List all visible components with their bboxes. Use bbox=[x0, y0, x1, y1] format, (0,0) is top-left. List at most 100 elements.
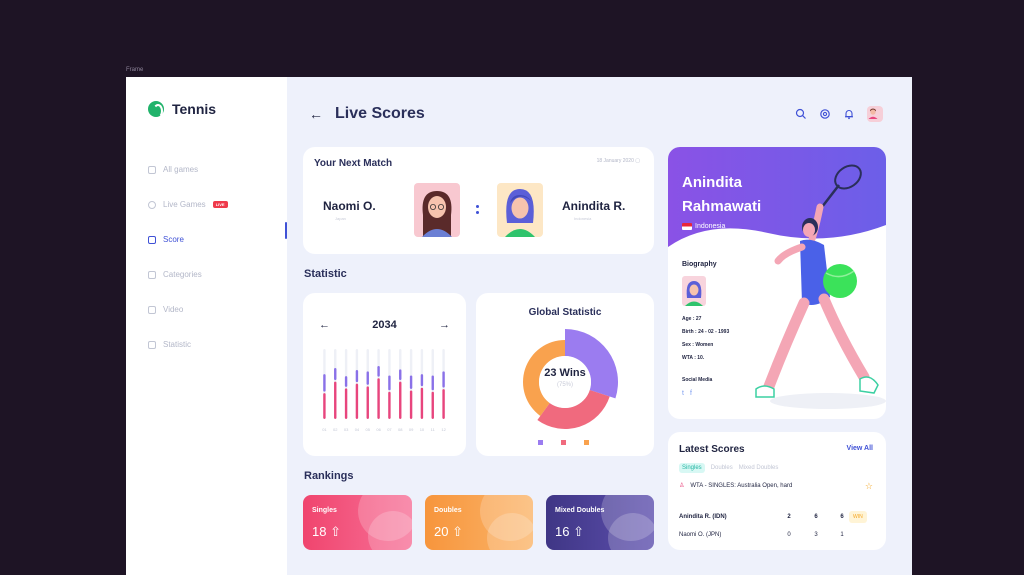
bar-07-series-0 bbox=[388, 391, 391, 419]
set-score: 1 bbox=[840, 532, 844, 538]
sidebar: Tennis All games Live Games LIVE Score C… bbox=[126, 77, 287, 575]
bar-02-series-0 bbox=[334, 381, 337, 419]
bar-09-series-1 bbox=[409, 375, 413, 389]
sidebar-item-label: All games bbox=[163, 165, 199, 174]
rankings-section-title: Rankings bbox=[304, 470, 354, 482]
latest-scores-card: Latest Scores View All Singles Doubles M… bbox=[668, 432, 886, 550]
indonesia-flag-icon bbox=[682, 223, 692, 230]
bar-02-series-1 bbox=[334, 368, 337, 381]
header: ← Live Scores bbox=[309, 105, 425, 123]
grid-icon bbox=[148, 165, 156, 174]
tab-singles[interactable]: Singles bbox=[679, 463, 705, 473]
profile-age: Age : 27 bbox=[682, 316, 702, 322]
app-name: Tennis bbox=[172, 101, 217, 117]
bar-03-series-0 bbox=[344, 388, 348, 419]
bar-tick-label: 01 bbox=[322, 427, 327, 432]
wins-count: 23 Wins bbox=[544, 367, 586, 379]
bell-icon[interactable] bbox=[843, 108, 855, 120]
ranking-label: Singles bbox=[312, 507, 337, 514]
sidebar-item-live-games[interactable]: Live Games LIVE bbox=[148, 187, 228, 222]
bar-08-series-1 bbox=[399, 369, 402, 381]
next-match-card: Your Next Match 18 January 2020 ▢ Naomi … bbox=[303, 147, 654, 254]
wins-percent: (75%) bbox=[556, 382, 573, 388]
bar-tick-label: 11 bbox=[431, 427, 436, 432]
player1[interactable]: Naomi O. Japan bbox=[323, 199, 376, 221]
user-avatar[interactable] bbox=[867, 106, 883, 122]
year-label: 2034 bbox=[372, 319, 397, 331]
donut-legend bbox=[538, 440, 589, 445]
bar-09-series-0 bbox=[409, 390, 413, 419]
ranking-value: 18 ⇧ bbox=[312, 524, 341, 539]
bar-05-series-0 bbox=[366, 386, 369, 419]
frame-label: Frame bbox=[126, 67, 144, 73]
facebook-icon[interactable]: f bbox=[689, 390, 692, 397]
search-icon[interactable] bbox=[795, 108, 807, 120]
ranking-value: 20 ⇧ bbox=[434, 524, 463, 539]
sidebar-item-video[interactable]: Video bbox=[148, 292, 228, 327]
tab-doubles[interactable]: Doubles bbox=[710, 465, 733, 471]
star-icon[interactable]: ☆ bbox=[864, 481, 873, 491]
yearly-stat-card: ← 2034 → 01 02 03 04 05 06 07 08 09 10 11 12 bbox=[303, 293, 466, 456]
set-score: 6 bbox=[840, 514, 844, 520]
profile-country: Indonesia bbox=[682, 223, 725, 230]
arrow-down-icon: ⇧ bbox=[573, 524, 584, 539]
bar-12-series-1 bbox=[442, 371, 445, 388]
bar-tick-label: 03 bbox=[344, 427, 349, 432]
sidebar-item-all-games[interactable]: All games bbox=[148, 152, 228, 187]
score-tabs: Singles Doubles Mixed Doubles bbox=[679, 463, 778, 473]
bar-10-series-1 bbox=[420, 374, 424, 387]
sidebar-item-statistic[interactable]: Statistic bbox=[148, 327, 228, 362]
bar-05-series-1 bbox=[366, 371, 369, 385]
arrow-up-icon: ⇧ bbox=[330, 524, 341, 539]
app-logo[interactable]: Tennis bbox=[148, 101, 217, 118]
player2-country: Indonesia bbox=[574, 216, 592, 221]
tennis-ball-icon bbox=[148, 101, 164, 118]
ranking-doubles-card[interactable]: Doubles 20 ⇧ bbox=[425, 495, 533, 550]
sidebar-item-label: Score bbox=[163, 235, 184, 244]
legend-swatch bbox=[584, 440, 589, 445]
chart-icon bbox=[148, 340, 156, 349]
set-score: 2 bbox=[787, 514, 791, 520]
ranking-mixed-doubles-card[interactable]: Mixed Doubles 16 ⇧ bbox=[546, 495, 654, 550]
categories-icon bbox=[148, 270, 156, 279]
profile-name: Anindita Rahmawati bbox=[682, 174, 762, 215]
set-score: 0 bbox=[787, 532, 791, 538]
player1-country: Japan bbox=[335, 216, 346, 221]
ranking-label: Mixed Doubles bbox=[555, 507, 605, 514]
ranking-singles-card[interactable]: Singles 18 ⇧ bbox=[303, 495, 412, 550]
bar-11-series-1 bbox=[431, 375, 434, 391]
sidebar-item-label: Statistic bbox=[163, 340, 192, 349]
view-all-link[interactable]: View All bbox=[846, 445, 873, 452]
sidebar-nav: All games Live Games LIVE Score Categori… bbox=[148, 152, 228, 362]
set-score: 6 bbox=[814, 514, 818, 520]
monthly-bar-chart: 01 02 03 04 05 06 07 08 09 10 11 12 bbox=[322, 349, 447, 432]
settings-icon[interactable] bbox=[819, 108, 831, 120]
sidebar-item-categories[interactable]: Categories bbox=[148, 257, 228, 292]
bar-tick-label: 09 bbox=[409, 427, 414, 432]
next-year-arrow-icon[interactable]: → bbox=[438, 319, 450, 331]
donut-slice-2 bbox=[523, 340, 565, 416]
page-title: Live Scores bbox=[335, 105, 425, 122]
top-toolbar bbox=[795, 106, 883, 122]
player2[interactable]: Anindita R. Indonesia bbox=[562, 199, 625, 221]
bar-07-series-1 bbox=[388, 375, 391, 391]
win-badge: WIN bbox=[849, 511, 867, 523]
player2-portrait bbox=[497, 183, 543, 237]
sidebar-item-score[interactable]: Score bbox=[148, 222, 228, 257]
profile-wta: WTA : 10. bbox=[682, 355, 705, 361]
bar-11-series-0 bbox=[431, 391, 434, 419]
back-arrow-icon[interactable]: ← bbox=[309, 106, 323, 122]
score-player-name: Naomi O. (JPN) bbox=[679, 532, 722, 538]
statistic-section-title: Statistic bbox=[304, 268, 347, 280]
prev-year-arrow-icon[interactable]: ← bbox=[319, 319, 330, 331]
latest-scores-title: Latest Scores bbox=[679, 444, 745, 455]
bar-06-series-0 bbox=[377, 378, 380, 419]
sidebar-item-label: Live Games bbox=[163, 200, 206, 209]
live-badge: LIVE bbox=[212, 201, 228, 208]
user-icon: ♙ bbox=[679, 483, 685, 489]
legend-swatch bbox=[561, 440, 566, 445]
profile-sex: Sex : Women bbox=[682, 342, 714, 348]
twitter-icon[interactable]: t bbox=[682, 390, 684, 397]
bar-10-series-0 bbox=[420, 387, 424, 419]
tab-mixed-doubles[interactable]: Mixed Doubles bbox=[738, 465, 779, 471]
